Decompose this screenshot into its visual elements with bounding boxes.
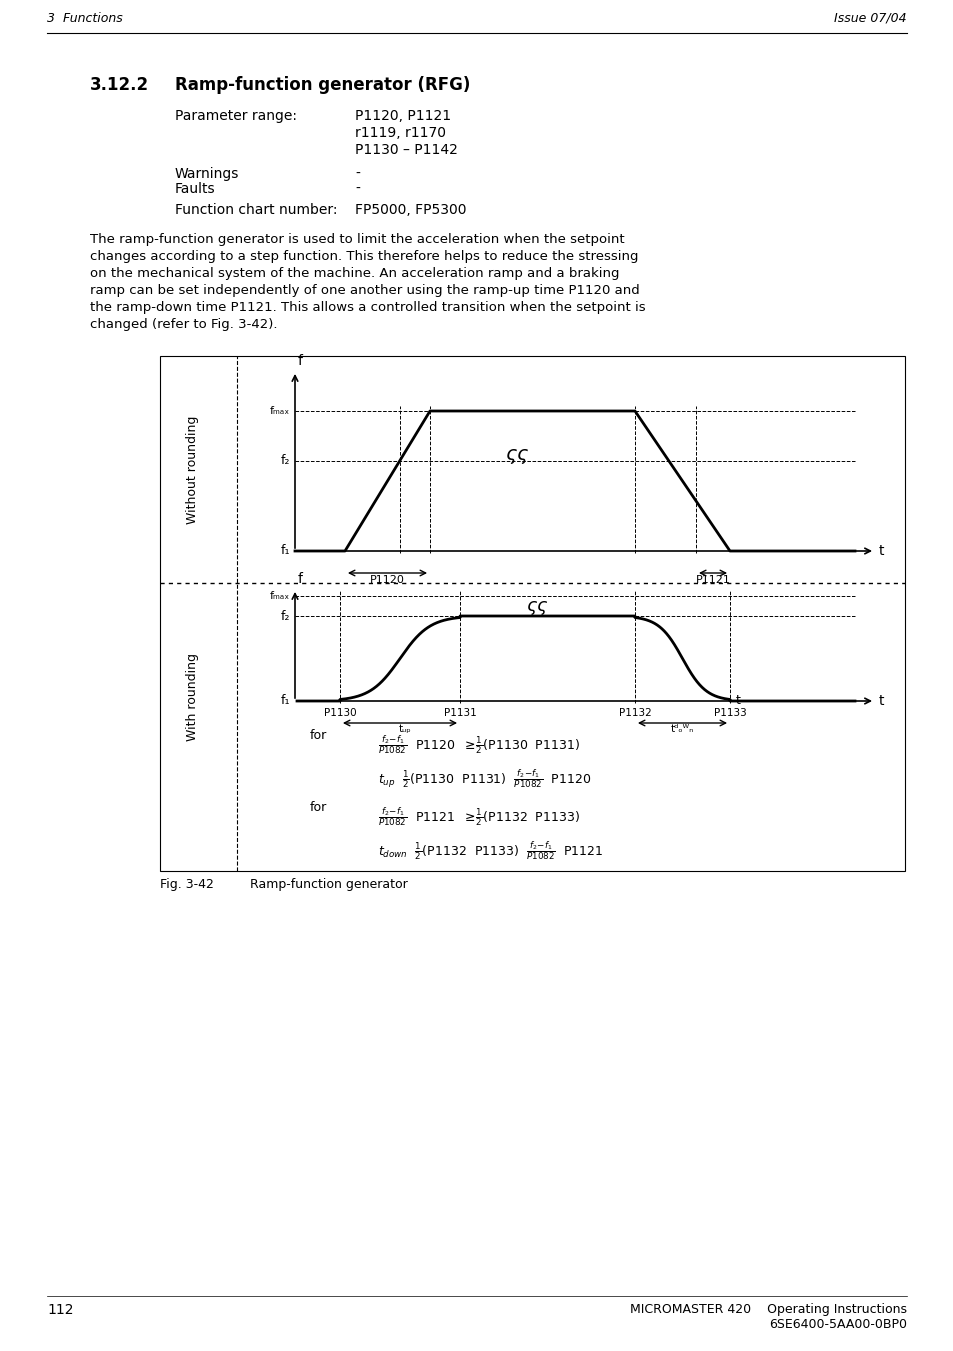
Text: -: - [355, 166, 359, 181]
Text: t: t [735, 694, 740, 708]
Text: fₘₐₓ: fₘₐₓ [270, 590, 290, 601]
Text: fₘₐₓ: fₘₐₓ [270, 407, 290, 416]
Text: r1119, r1170: r1119, r1170 [355, 126, 446, 141]
Text: $\frac{f_2\!-\!f_1}{P1082}$  P1120  $\geq\!\frac{1}{2}$(P1130  P1131): $\frac{f_2\!-\!f_1}{P1082}$ P1120 $\geq\… [377, 734, 579, 755]
Text: P1121: P1121 [695, 576, 730, 585]
Text: f₁: f₁ [280, 544, 290, 558]
Text: Issue 07/04: Issue 07/04 [834, 12, 906, 24]
Text: ramp can be set independently of one another using the ramp-up time P1120 and: ramp can be set independently of one ano… [90, 284, 639, 297]
Text: on the mechanical system of the machine. An acceleration ramp and a braking: on the mechanical system of the machine.… [90, 267, 618, 280]
Text: P1130: P1130 [323, 708, 355, 717]
Text: f₂: f₂ [280, 454, 290, 467]
Text: FP5000, FP5300: FP5000, FP5300 [355, 203, 466, 216]
Text: Faults: Faults [174, 182, 215, 196]
Text: 3.12.2: 3.12.2 [90, 76, 149, 95]
Text: Parameter range:: Parameter range: [174, 109, 296, 123]
Text: f₁: f₁ [280, 694, 290, 708]
Bar [160, 357, 904, 871]
Text: The ramp-function generator is used to limit the acceleration when the setpoint: The ramp-function generator is used to l… [90, 232, 624, 246]
Text: With rounding: With rounding [186, 653, 199, 740]
Text: $\frac{f_2\!-\!f_1}{P1082}$  P1121  $\geq\!\frac{1}{2}$(P1132  P1133): $\frac{f_2\!-\!f_1}{P1082}$ P1121 $\geq\… [377, 805, 579, 828]
Text: Ramp-function generator: Ramp-function generator [250, 878, 407, 892]
Text: tᵤₚ: tᵤₚ [398, 724, 411, 734]
Text: P1133: P1133 [713, 708, 745, 717]
Text: P1131: P1131 [443, 708, 476, 717]
Text: P1120, P1121: P1120, P1121 [355, 109, 451, 123]
Text: P1130 – P1142: P1130 – P1142 [355, 143, 457, 157]
Text: $t_{up}$  $\frac{1}{2}$(P1130  P1131)  $\frac{f_2\!-\!f_1}{P1082}$  P1120: $t_{up}$ $\frac{1}{2}$(P1130 P1131) $\fr… [377, 767, 591, 790]
Text: P1132: P1132 [618, 708, 651, 717]
Text: 3  Functions: 3 Functions [47, 12, 123, 24]
Text: for: for [310, 730, 327, 742]
Text: $\varsigma\varsigma$: $\varsigma\varsigma$ [505, 446, 529, 466]
Text: Fig. 3-42: Fig. 3-42 [160, 878, 213, 892]
Text: Ramp-function generator (RFG): Ramp-function generator (RFG) [174, 76, 470, 95]
Text: -: - [355, 182, 359, 196]
Text: the ramp-down time P1121. This allows a controlled transition when the setpoint : the ramp-down time P1121. This allows a … [90, 301, 645, 313]
Text: Warnings: Warnings [174, 166, 239, 181]
Text: t: t [878, 544, 883, 558]
Text: Function chart number:: Function chart number: [174, 203, 337, 216]
Text: $t_{down}$  $\frac{1}{2}$(P1132  P1133)  $\frac{f_2\!-\!f_1}{P1082}$  P1121: $t_{down}$ $\frac{1}{2}$(P1132 P1133) $\… [377, 839, 603, 862]
Text: $\varsigma\varsigma$: $\varsigma\varsigma$ [526, 598, 548, 617]
Text: P1120: P1120 [370, 576, 404, 585]
Text: f₂: f₂ [280, 609, 290, 623]
Text: Without rounding: Without rounding [186, 415, 199, 524]
Text: t: t [878, 694, 883, 708]
Text: f: f [297, 354, 303, 367]
Text: for: for [310, 801, 327, 815]
Text: tᵈₒᵂₙ: tᵈₒᵂₙ [670, 724, 694, 734]
Text: f: f [297, 571, 303, 586]
Text: changes according to a step function. This therefore helps to reduce the stressi: changes according to a step function. Th… [90, 250, 638, 263]
Text: 112: 112 [47, 1302, 73, 1317]
Text: 6SE6400-5AA00-0BP0: 6SE6400-5AA00-0BP0 [768, 1319, 906, 1331]
Text: changed (refer to Fig. 3-42).: changed (refer to Fig. 3-42). [90, 317, 277, 331]
Text: MICROMASTER 420    Operating Instructions: MICROMASTER 420 Operating Instructions [629, 1302, 906, 1316]
